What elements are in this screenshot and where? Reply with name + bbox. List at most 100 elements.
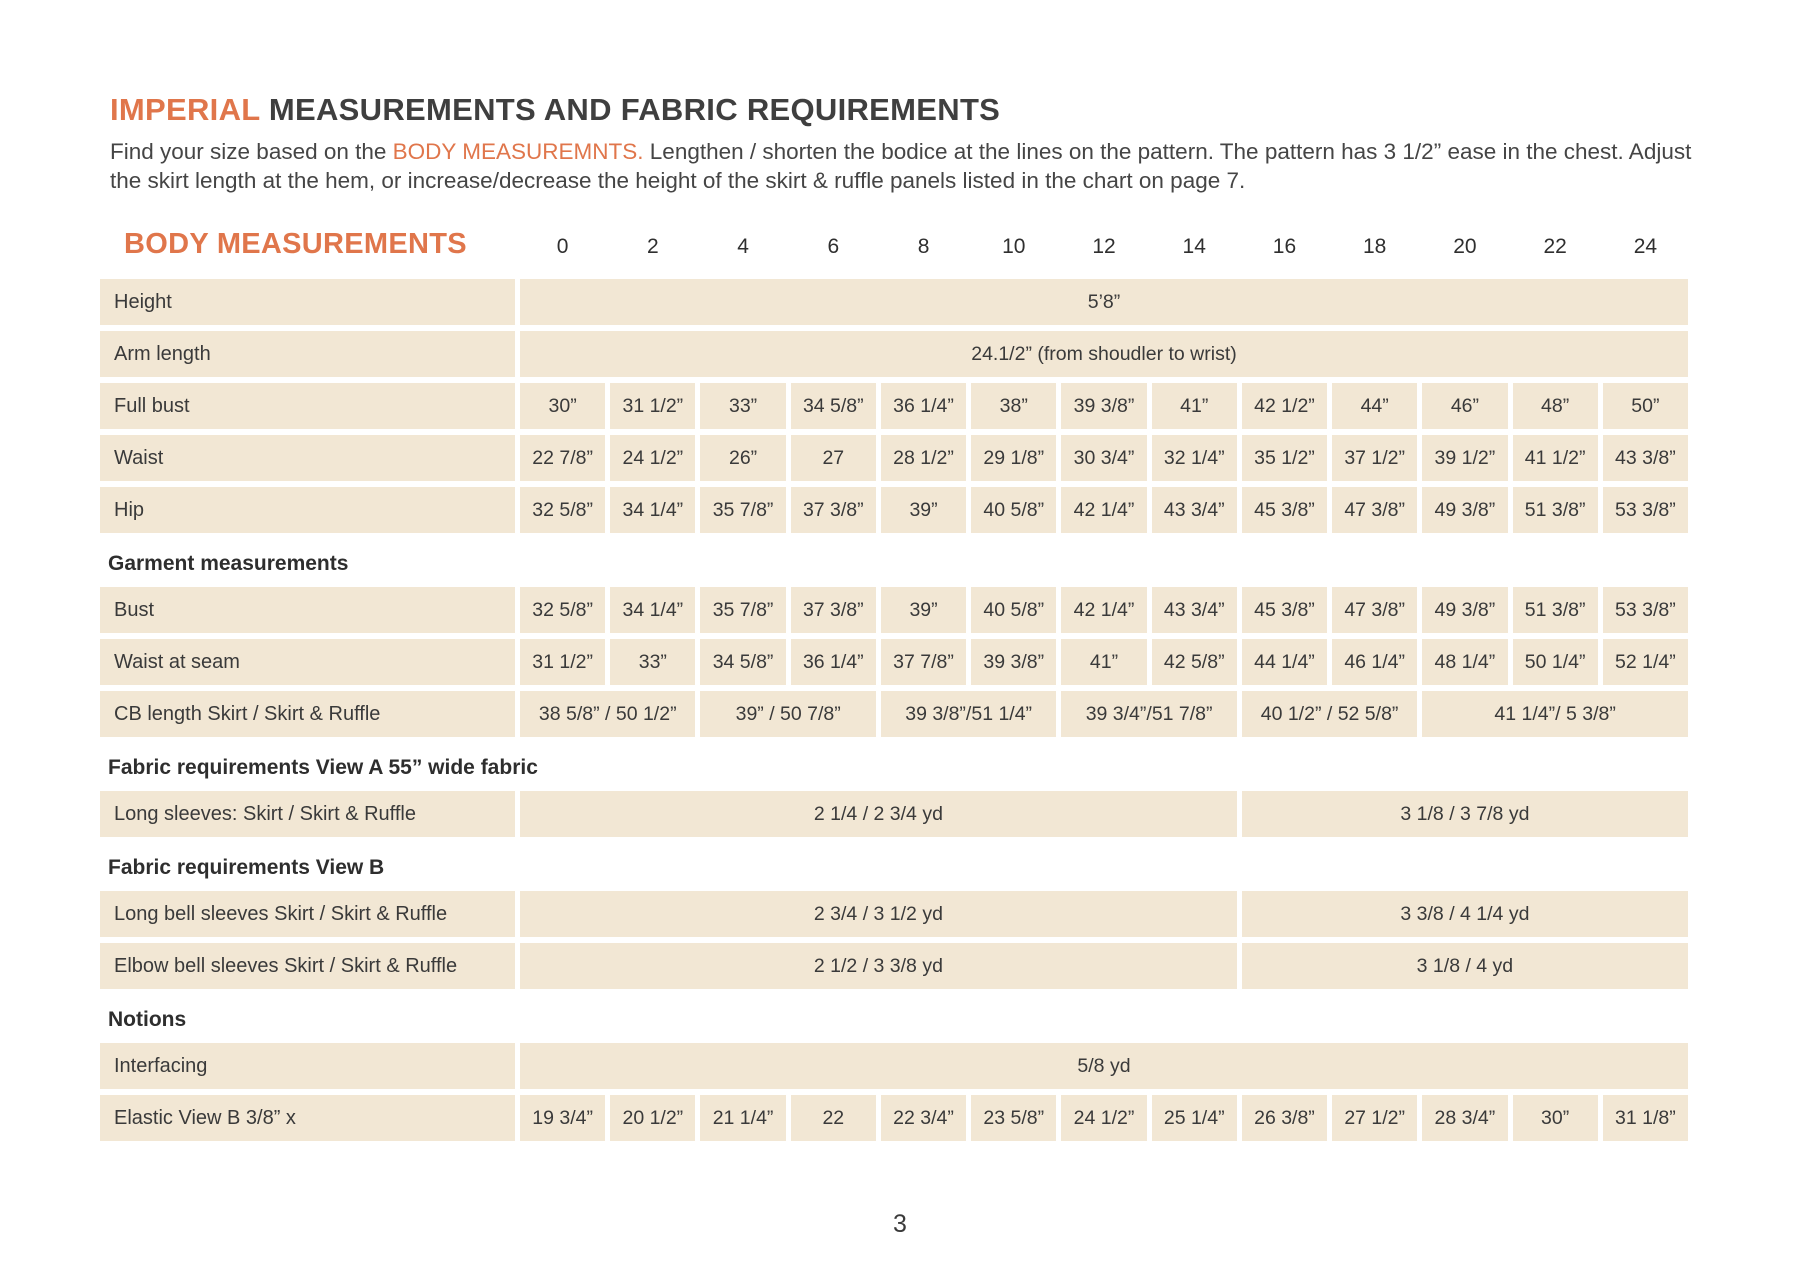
page-header: IMPERIAL MEASUREMENTS AND FABRIC REQUIRE… bbox=[110, 92, 1695, 195]
value-cell: 46 1/4” bbox=[1332, 639, 1418, 685]
value-cell: 38 5/8” / 50 1/2” bbox=[520, 691, 696, 737]
value-cell: 27 1/2” bbox=[1332, 1095, 1418, 1141]
value-cell: 48 1/4” bbox=[1422, 639, 1508, 685]
size-column-header: 20 bbox=[1453, 235, 1477, 258]
value-cell: 41 1/2” bbox=[1512, 435, 1598, 481]
section-header: Fabric requirements View B bbox=[108, 856, 385, 879]
value-cell: 40 1/2” / 52 5/8” bbox=[1241, 691, 1418, 737]
row-label: Interfacing bbox=[100, 1043, 515, 1089]
value-cell: 45 3/8” bbox=[1241, 587, 1328, 633]
value-cell: 34 5/8” bbox=[790, 383, 876, 429]
size-column-header: 2 bbox=[646, 235, 659, 258]
value-cell: 43 3/8” bbox=[1602, 435, 1688, 481]
page-title-accent: IMPERIAL bbox=[110, 92, 260, 127]
intro-post: Lengthen / shorten the bodice at the lin… bbox=[110, 139, 1692, 194]
size-column-header: 6 bbox=[827, 235, 840, 258]
row-label: Waist at seam bbox=[100, 639, 515, 685]
value-cell: 22 bbox=[790, 1095, 876, 1141]
value-cell: 30” bbox=[520, 383, 606, 429]
row-label: Full bust bbox=[100, 383, 515, 429]
value-cell: 43 3/4” bbox=[1151, 487, 1237, 533]
value-cell: 21 1/4” bbox=[700, 1095, 786, 1141]
value-cell: 30” bbox=[1512, 1095, 1598, 1141]
value-cell: 25 1/4” bbox=[1151, 1095, 1237, 1141]
size-column-header: 16 bbox=[1272, 235, 1297, 258]
value-cell: 35 7/8” bbox=[700, 487, 786, 533]
value-cell: 31 1/8” bbox=[1602, 1095, 1688, 1141]
intro-accent: BODY MEASUREMNTS. bbox=[392, 139, 644, 164]
section-header: Fabric requirements View A 55” wide fabr… bbox=[108, 756, 538, 779]
size-column-header: 14 bbox=[1182, 235, 1206, 258]
value-cell: 28 3/4” bbox=[1422, 1095, 1508, 1141]
value-cell: 36 1/4” bbox=[880, 383, 967, 429]
value-cell: 41” bbox=[1061, 639, 1147, 685]
value-cell: 24.1/2” (from shoudler to wrist) bbox=[520, 331, 1688, 377]
row-label: Hip bbox=[100, 487, 515, 533]
row-label: Bust bbox=[100, 587, 515, 633]
value-cell: 26 3/8” bbox=[1241, 1095, 1328, 1141]
page-number: 3 bbox=[893, 1210, 907, 1238]
value-cell: 42 5/8” bbox=[1151, 639, 1237, 685]
value-cell: 26” bbox=[700, 435, 786, 481]
value-cell: 46” bbox=[1422, 383, 1508, 429]
value-cell: 39” / 50 7/8” bbox=[700, 691, 876, 737]
value-cell: 37 3/8” bbox=[790, 487, 876, 533]
value-cell: 27 bbox=[790, 435, 876, 481]
value-cell: 20 1/2” bbox=[610, 1095, 696, 1141]
value-cell: 32 5/8” bbox=[520, 587, 606, 633]
value-cell: 37 7/8” bbox=[880, 639, 967, 685]
value-cell: 50” bbox=[1602, 383, 1688, 429]
table-title: BODY MEASUREMENTS bbox=[124, 228, 467, 260]
measurement-grid: BODY MEASUREMENTS 0 2 4 6 8 10 12 14 16 18 20 22 24 H… bbox=[100, 228, 1688, 1141]
page-title-rest: MEASUREMENTS AND FABRIC REQUIREMENTS bbox=[259, 92, 1001, 127]
value-cell: 3 1/8 / 4 yd bbox=[1241, 943, 1688, 989]
value-cell: 50 1/4” bbox=[1512, 639, 1598, 685]
value-cell: 42 1/4” bbox=[1061, 487, 1147, 533]
value-cell: 45 3/8” bbox=[1241, 487, 1328, 533]
value-cell: 39 3/8”/51 1/4” bbox=[880, 691, 1057, 737]
value-cell: 39 3/8” bbox=[971, 639, 1057, 685]
value-cell: 42 1/4” bbox=[1061, 587, 1147, 633]
size-column-header: 0 bbox=[556, 235, 569, 258]
value-cell: 49 3/8” bbox=[1422, 587, 1508, 633]
value-cell: 34 5/8” bbox=[700, 639, 786, 685]
row-label: Long sleeves: Skirt / Skirt & Ruffle bbox=[100, 791, 515, 837]
value-cell: 39” bbox=[880, 587, 967, 633]
row-label: Waist bbox=[100, 435, 515, 481]
value-cell: 2 3/4 / 3 1/2 yd bbox=[520, 891, 1237, 937]
value-cell: 43 3/4” bbox=[1151, 587, 1237, 633]
value-cell: 35 1/2” bbox=[1241, 435, 1328, 481]
value-cell: 24 1/2” bbox=[610, 435, 696, 481]
value-cell: 39 1/2” bbox=[1422, 435, 1508, 481]
value-cell: 39 3/8” bbox=[1061, 383, 1147, 429]
value-cell: 38” bbox=[971, 383, 1057, 429]
value-cell: 22 7/8” bbox=[520, 435, 606, 481]
value-cell: 49 3/8” bbox=[1422, 487, 1508, 533]
value-cell: 3 1/8 / 3 7/8 yd bbox=[1241, 791, 1688, 837]
value-cell: 19 3/4” bbox=[520, 1095, 606, 1141]
section-header: Garment measurements bbox=[108, 552, 349, 575]
value-cell: 31 1/2” bbox=[520, 639, 606, 685]
value-cell: 24 1/2” bbox=[1061, 1095, 1147, 1141]
size-column-header: 4 bbox=[737, 235, 749, 258]
page-title: IMPERIAL MEASUREMENTS AND FABRIC REQUIRE… bbox=[110, 92, 1695, 128]
intro-paragraph: Find your size based on the BODY MEASURE… bbox=[110, 137, 1695, 195]
value-cell: 28 1/2” bbox=[880, 435, 967, 481]
value-cell: 34 1/4” bbox=[610, 587, 696, 633]
intro-pre: Find your size based on the bbox=[110, 139, 393, 164]
value-cell: 37 3/8” bbox=[790, 587, 876, 633]
value-cell: 42 1/2” bbox=[1241, 383, 1328, 429]
row-label: Long bell sleeves Skirt / Skirt & Ruffle bbox=[100, 891, 515, 937]
value-cell: 47 3/8” bbox=[1332, 587, 1418, 633]
value-cell: 51 3/8” bbox=[1512, 587, 1598, 633]
size-column-header: 10 bbox=[1002, 235, 1026, 258]
value-cell: 2 1/2 / 3 3/8 yd bbox=[520, 943, 1237, 989]
value-cell: 39 3/4”/51 7/8” bbox=[1061, 691, 1237, 737]
value-cell: 41” bbox=[1151, 383, 1237, 429]
value-cell: 41 1/4”/ 5 3/8” bbox=[1422, 691, 1688, 737]
value-cell: 52 1/4” bbox=[1602, 639, 1688, 685]
size-column-header: 22 bbox=[1543, 235, 1567, 258]
value-cell: 40 5/8” bbox=[971, 587, 1057, 633]
measurement-table: BODY MEASUREMENTS 0 2 4 6 8 10 12 14 16 18 20 22 24 H… bbox=[100, 228, 1688, 1141]
